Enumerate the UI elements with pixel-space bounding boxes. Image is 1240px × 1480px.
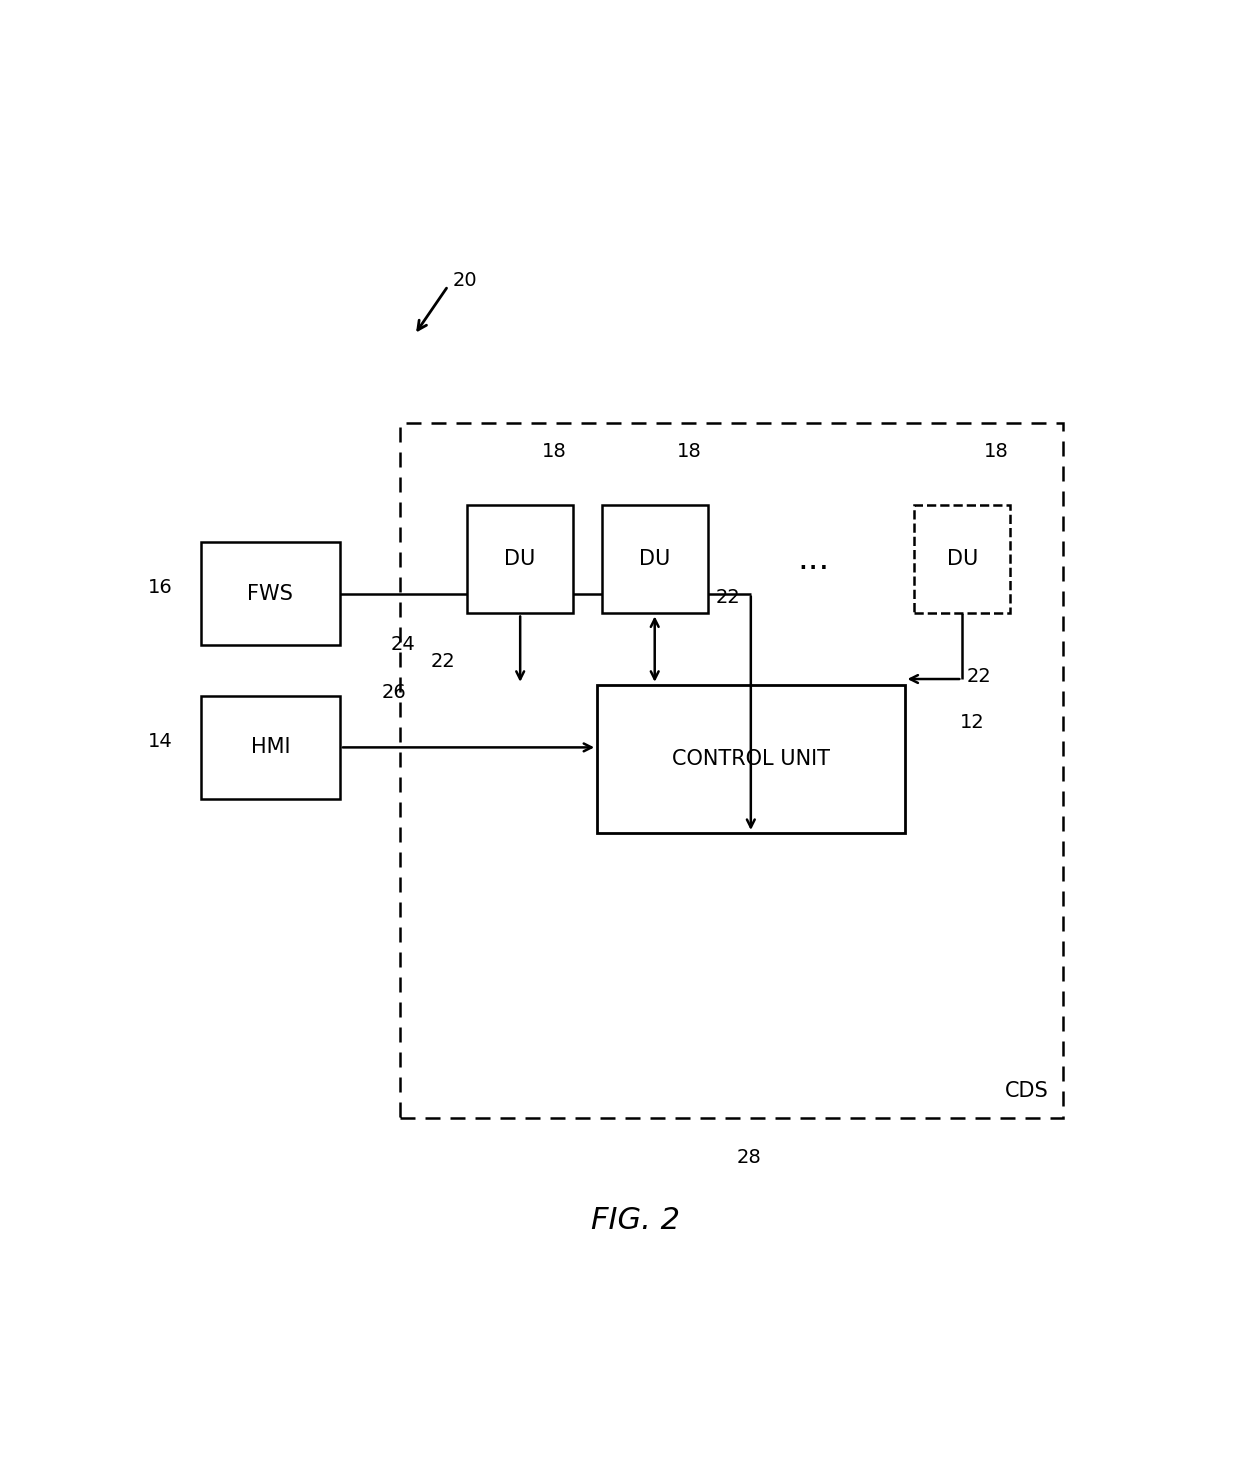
Text: FWS: FWS — [248, 583, 293, 604]
Text: 26: 26 — [382, 684, 405, 702]
Text: DU: DU — [946, 549, 978, 570]
Bar — [596, 685, 904, 833]
Text: 24: 24 — [391, 635, 415, 654]
Text: 22: 22 — [715, 589, 740, 607]
Text: DU: DU — [639, 549, 671, 570]
Text: ...: ... — [797, 543, 830, 576]
Bar — [401, 423, 1063, 1117]
Text: 18: 18 — [677, 443, 702, 462]
Bar — [467, 505, 573, 614]
Text: DU: DU — [505, 549, 536, 570]
Text: 16: 16 — [148, 579, 172, 598]
Bar — [914, 505, 1011, 614]
Text: 22: 22 — [430, 651, 455, 670]
Bar — [201, 542, 340, 645]
Text: CONTROL UNIT: CONTROL UNIT — [672, 749, 830, 768]
Text: 18: 18 — [985, 443, 1009, 462]
Text: 12: 12 — [960, 713, 985, 731]
Text: 14: 14 — [148, 733, 172, 752]
Text: HMI: HMI — [250, 737, 290, 758]
Text: FIG. 2: FIG. 2 — [591, 1206, 680, 1234]
Text: 22: 22 — [967, 666, 992, 685]
Bar — [201, 696, 340, 799]
Text: 18: 18 — [542, 443, 567, 462]
Text: CDS: CDS — [1004, 1080, 1049, 1101]
Bar — [601, 505, 708, 614]
Text: 28: 28 — [737, 1148, 761, 1168]
Text: 20: 20 — [453, 271, 477, 290]
